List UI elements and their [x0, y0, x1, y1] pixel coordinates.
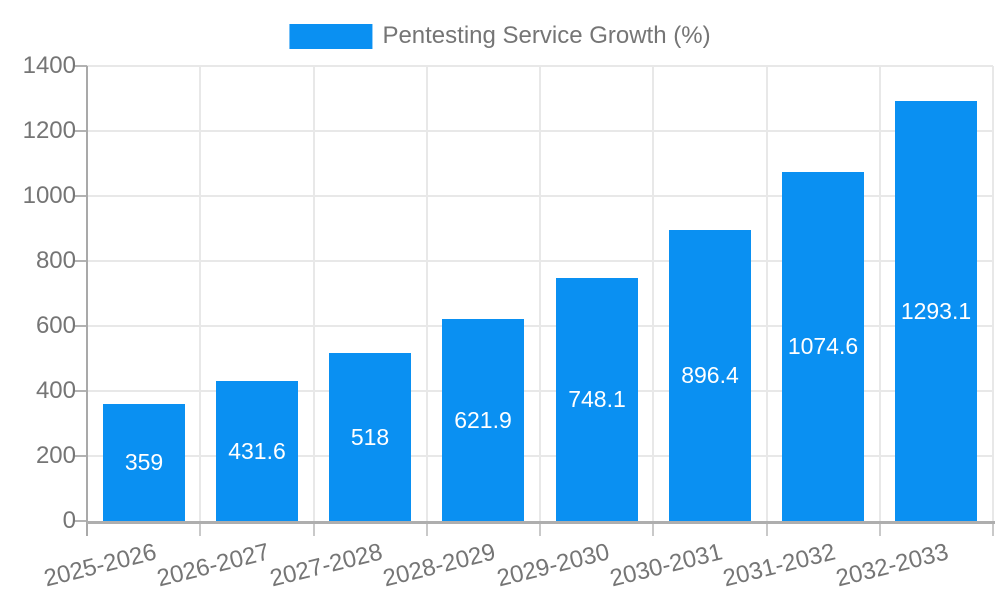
x-gridline	[766, 66, 768, 521]
y-axis-tick	[75, 65, 87, 67]
x-gridline	[426, 66, 428, 521]
x-gridline	[652, 66, 654, 521]
bar-value-label: 518	[350, 423, 390, 450]
y-axis-label: 600	[35, 312, 76, 339]
y-axis-tick	[75, 130, 87, 132]
x-axis-tick	[766, 521, 768, 536]
bar-value-label: 621.9	[454, 406, 512, 433]
chart-legend[interactable]: Pentesting Service Growth (%)	[289, 22, 711, 50]
y-axis-tick	[75, 520, 87, 522]
bar-2028-2029[interactable]: 621.9	[442, 319, 524, 521]
y-axis-label: 0	[62, 507, 76, 534]
x-gridline	[879, 66, 881, 521]
legend-label: Pentesting Service Growth (%)	[382, 22, 711, 49]
x-axis-tick	[313, 521, 315, 536]
y-axis-tick	[75, 455, 87, 457]
bar-2026-2027[interactable]: 431.6	[216, 381, 298, 521]
y-axis-tick	[75, 325, 87, 327]
x-gridline	[992, 66, 994, 521]
x-gridline	[313, 66, 315, 521]
bar-value-label: 1293.1	[900, 297, 972, 324]
legend-swatch-icon	[289, 23, 373, 49]
x-axis-tick	[652, 521, 654, 536]
x-axis-tick	[426, 521, 428, 536]
x-gridline	[199, 66, 201, 521]
bar-2031-2032[interactable]: 1074.6	[782, 172, 864, 521]
y-axis-label: 200	[35, 442, 76, 469]
bar-2025-2026[interactable]: 359	[103, 404, 185, 521]
bar-2030-2031[interactable]: 896.4	[669, 230, 751, 521]
y-axis-tick	[75, 390, 87, 392]
bar-value-label: 431.6	[228, 437, 286, 464]
y-axis-label: 1200	[22, 117, 76, 144]
x-gridline	[539, 66, 541, 521]
x-axis-tick	[879, 521, 881, 536]
y-axis-label: 1000	[22, 182, 76, 209]
y-axis-line	[86, 66, 88, 536]
y-axis-tick	[75, 260, 87, 262]
bar-2032-2033[interactable]: 1293.1	[895, 101, 977, 521]
bar-value-label: 748.1	[568, 386, 626, 412]
x-axis-tick	[539, 521, 541, 536]
bar-2027-2028[interactable]: 518	[329, 353, 411, 521]
bar-value-label: 1074.6	[787, 333, 859, 359]
y-axis-tick	[75, 195, 87, 197]
x-axis-tick	[992, 521, 994, 536]
x-axis-line	[87, 521, 995, 524]
bar-value-label: 359	[124, 449, 164, 475]
bar-value-label: 896.4	[681, 362, 739, 388]
y-axis-label: 1400	[22, 52, 76, 79]
bar-2029-2030[interactable]: 748.1	[556, 278, 638, 521]
x-axis-tick	[199, 521, 201, 536]
y-axis-label: 800	[35, 247, 76, 274]
y-axis-label: 400	[35, 377, 76, 404]
